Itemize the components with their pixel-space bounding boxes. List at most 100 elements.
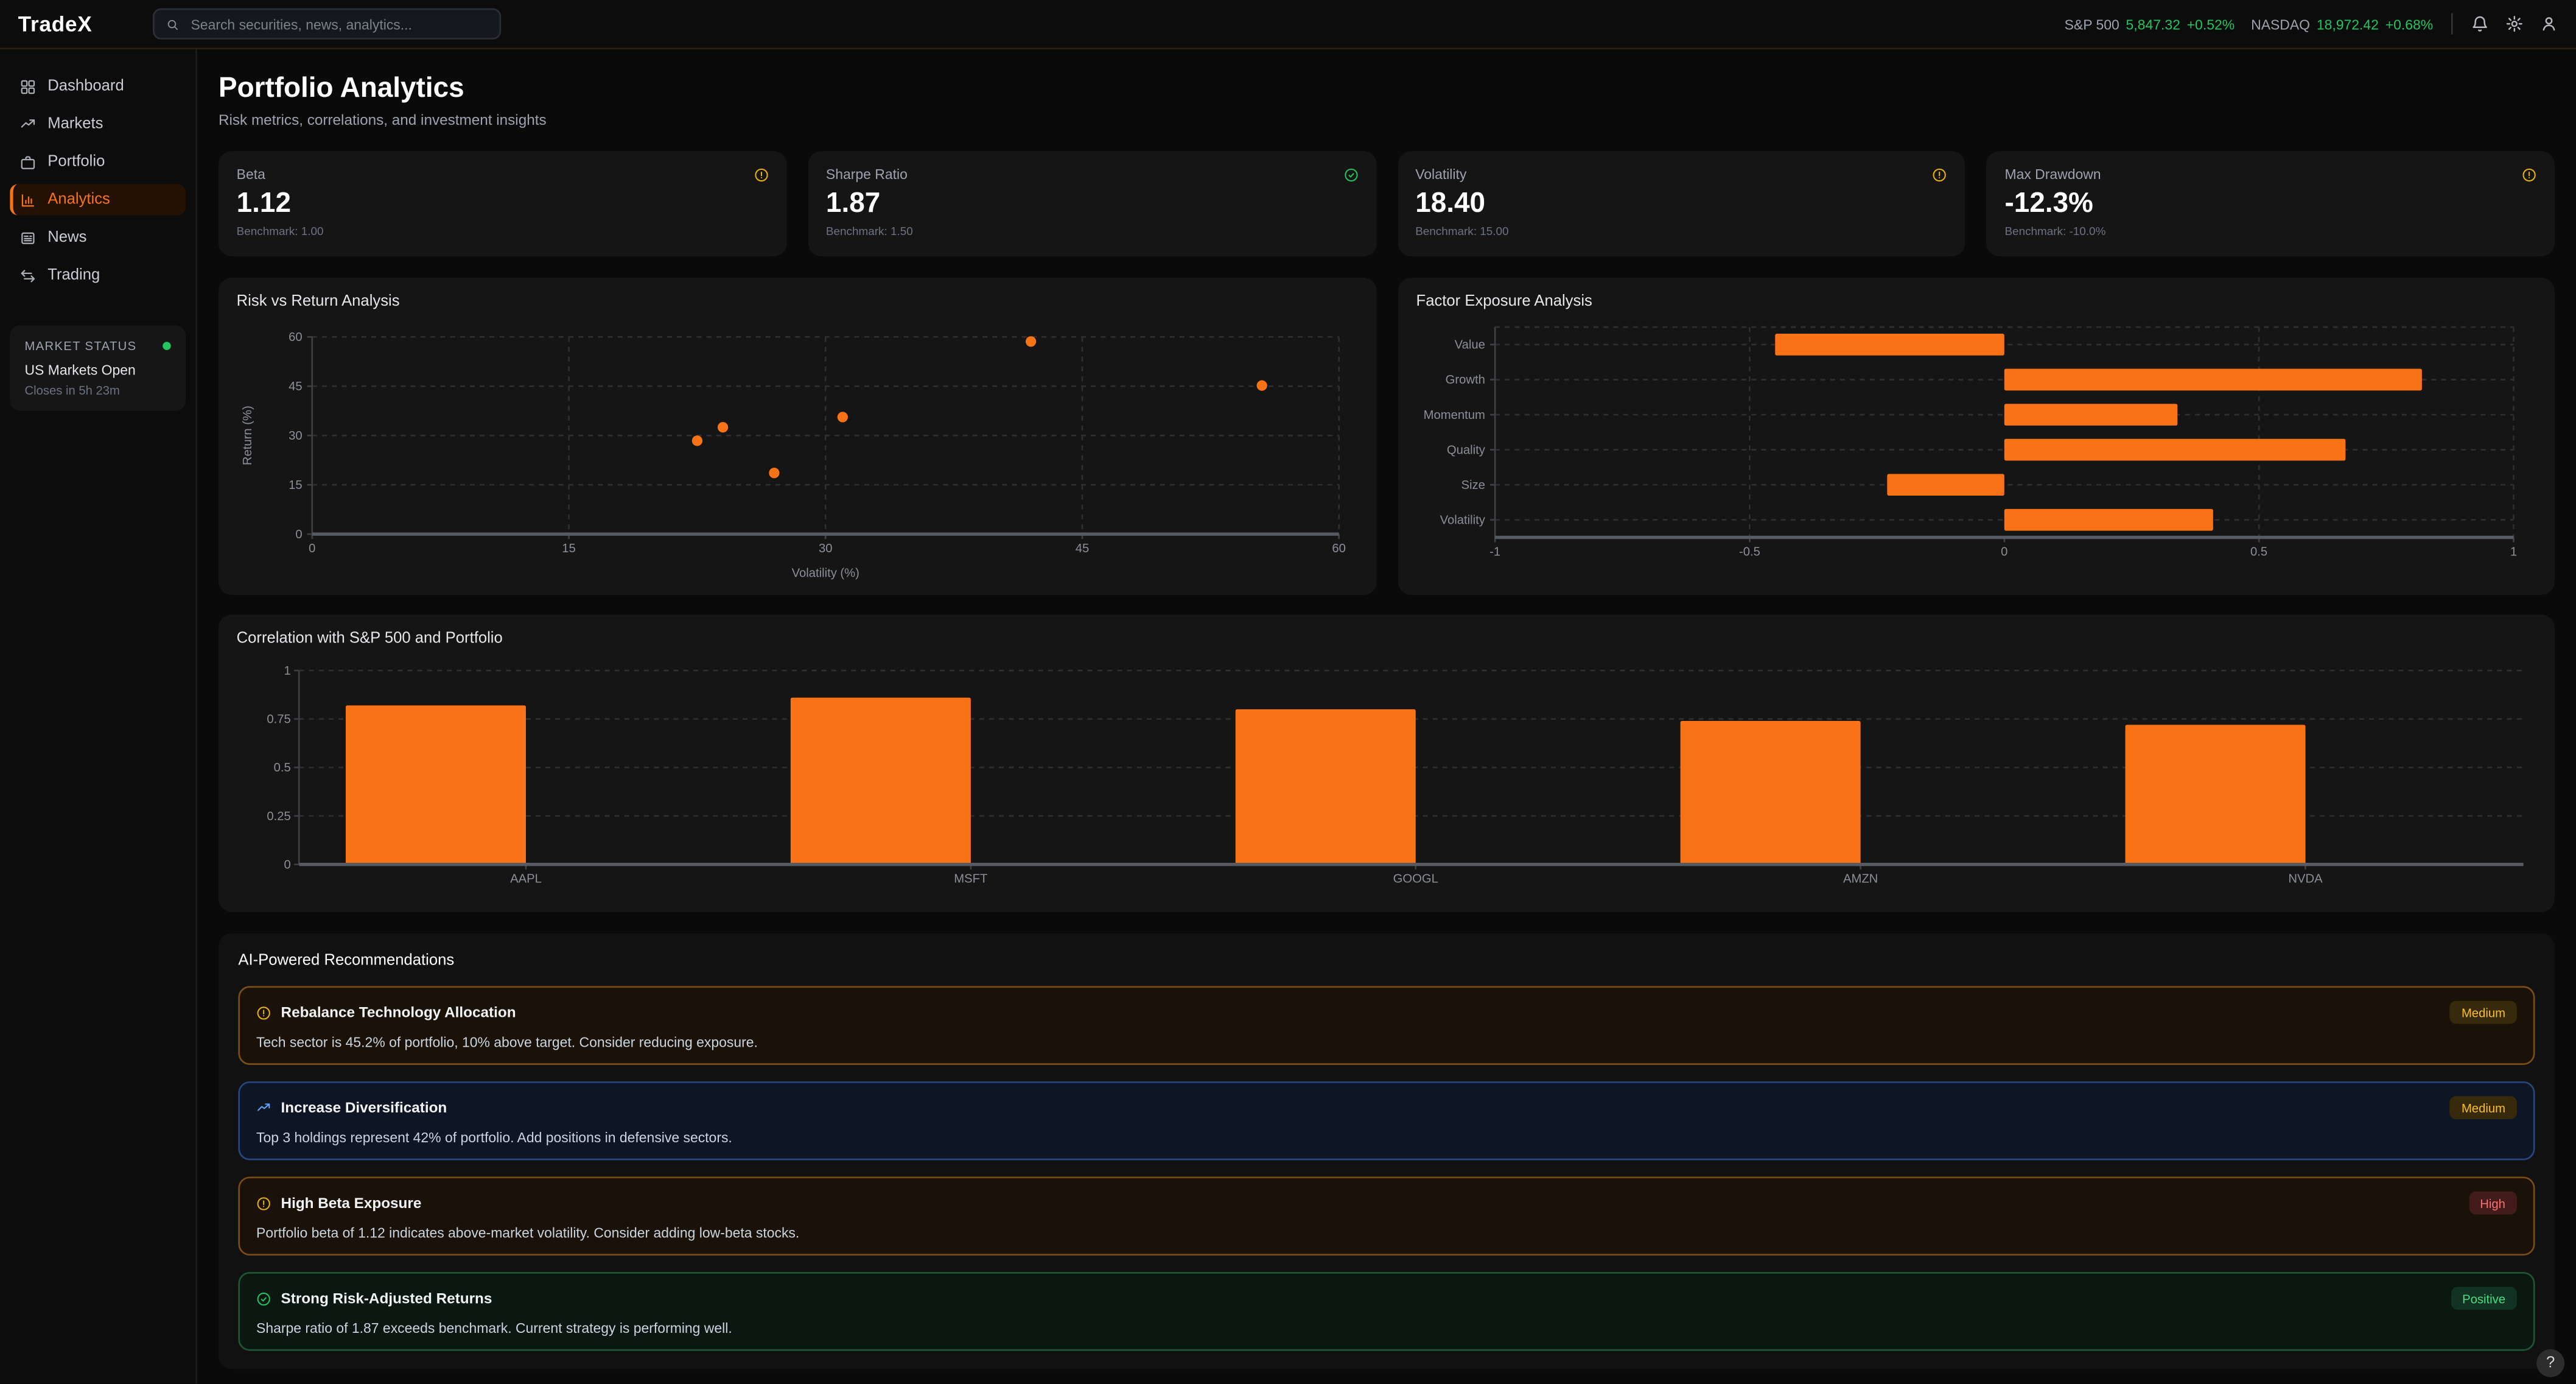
svg-text:Quality: Quality (1447, 443, 1486, 457)
dashboard-grid-icon (21, 79, 35, 93)
svg-text:0: 0 (295, 528, 302, 541)
sidebar-item-news[interactable]: News (10, 222, 186, 253)
sidebar-item-trading[interactable]: Trading (10, 259, 186, 290)
market-status-title: MARKET STATUS (24, 338, 137, 354)
market-status-value: US Markets Open (24, 361, 136, 378)
sidebar-item-dashboard[interactable]: Dashboard (10, 71, 186, 102)
correlation-bar-chart: 0 0.25 0.5 0.75 1 AAPL MSFT GOOGL AMZN NVDA (237, 658, 2537, 897)
profile-button[interactable] (2540, 15, 2558, 33)
svg-text:Return (%): Return (%) (241, 406, 254, 465)
recommendation-rebalance: Rebalance Technology Allocation Medium T… (238, 986, 2535, 1065)
metric-benchmark: Benchmark: -10.0% (2004, 227, 2106, 239)
recommendation-description: Sharpe ratio of 1.87 exceeds benchmark. … (256, 1319, 732, 1337)
factor-exposure-bar-chart: -1 -0.5 0 0.5 1 Value Growth Momentum Quality Siz… (1416, 320, 2537, 580)
svg-text:0: 0 (309, 542, 315, 555)
metric-card-volatility: Volatility 18.40 Benchmark: 15.00 (1397, 151, 1965, 257)
metric-value: 18.40 (1415, 187, 1486, 219)
severity-badge: Positive (2451, 1287, 2517, 1310)
svg-text:Volatility (%): Volatility (%) (792, 566, 859, 580)
svg-text:Size: Size (1461, 479, 1485, 492)
svg-text:60: 60 (1332, 542, 1346, 555)
arrows-swap-icon (21, 269, 35, 282)
newspaper-icon (21, 231, 35, 244)
severity-badge: Medium (2450, 1096, 2517, 1120)
briefcase-icon (21, 155, 35, 169)
factor-exposure-chart-card: Factor Exposure Analysis -1 -0.5 0 0.5 1 Valu… (1398, 278, 2555, 595)
trending-up-icon (257, 1103, 270, 1111)
metric-benchmark: Benchmark: 1.00 (236, 227, 324, 239)
top-bar: TradeX S&P 500 5,847.32 +0.52% NASDAQ 18… (0, 0, 2576, 49)
settings-button[interactable] (2505, 15, 2524, 33)
recommendation-beta-exposure: High Beta Exposure High Portfolio beta o… (238, 1176, 2535, 1256)
severity-badge: High (2468, 1191, 2517, 1215)
metric-benchmark: Benchmark: 1.50 (825, 227, 913, 239)
sidebar-item-markets[interactable]: Markets (10, 108, 186, 139)
svg-text:Momentum: Momentum (1424, 409, 1485, 422)
recommendation-title: High Beta Exposure (281, 1195, 422, 1212)
app-logo: TradeX (18, 11, 93, 37)
bar-chart-icon (21, 193, 35, 206)
recommendation-diversification: Increase Diversification Medium Top 3 ho… (238, 1081, 2535, 1161)
metric-card-beta: Beta 1.12 Benchmark: 1.00 (218, 151, 787, 257)
svg-text:30: 30 (819, 542, 833, 555)
svg-text:45: 45 (289, 380, 303, 393)
svg-text:60: 60 (289, 331, 303, 344)
alert-circle-icon (754, 167, 768, 181)
svg-text:0.25: 0.25 (267, 810, 290, 823)
ticker-nasdaq: NASDAQ 18,972.42 +0.68% (2251, 16, 2433, 32)
metric-value: 1.12 (236, 187, 291, 219)
user-icon (2543, 17, 2555, 31)
svg-text:0.75: 0.75 (267, 713, 290, 726)
svg-text:0: 0 (2001, 545, 2007, 558)
metric-label: Beta (236, 166, 265, 183)
recommendation-risk-adjusted: Strong Risk-Adjusted Returns Positive Sh… (238, 1272, 2535, 1351)
svg-text:-0.5: -0.5 (1739, 545, 1760, 558)
svg-text:AMZN: AMZN (1843, 872, 1878, 885)
svg-text:0.5: 0.5 (274, 761, 291, 775)
alert-circle-icon (1933, 167, 1947, 181)
recommendation-description: Tech sector is 45.2% of portfolio, 10% a… (256, 1033, 758, 1050)
risk-return-scatter-chart: 0 15 30 45 60 0 15 30 45 60 Volatility (%) Return (… (237, 320, 1359, 580)
charts-row: Risk vs Return Analysis 0 15 30 45 60 0 15 30 45… (218, 278, 2555, 595)
recommendations-title: AI-Powered Recommendations (238, 951, 455, 970)
metric-value: -12.3% (2004, 187, 2093, 219)
notifications-button[interactable] (2471, 15, 2489, 33)
check-circle-icon (1343, 167, 1357, 181)
svg-text:Value: Value (1455, 339, 1485, 352)
sidebar-item-analytics[interactable]: Analytics (10, 184, 186, 216)
svg-text:0.5: 0.5 (2250, 545, 2267, 558)
market-status-detail: Closes in 5h 23m (24, 382, 120, 398)
metric-label: Volatility (1415, 166, 1467, 183)
recommendation-description: Portfolio beta of 1.12 indicates above-m… (256, 1224, 800, 1241)
search-input[interactable] (187, 13, 489, 34)
severity-badge: Medium (2450, 1000, 2517, 1024)
svg-text:NVDA: NVDA (2288, 872, 2323, 885)
topbar-right: S&P 500 5,847.32 +0.52% NASDAQ 18,972.42… (2065, 13, 2558, 35)
metric-label: Max Drawdown (2004, 166, 2101, 183)
correlation-chart-card: Correlation with S&P 500 and Portfolio 0… (218, 614, 2555, 912)
metric-card-sharpe: Sharpe Ratio 1.87 Benchmark: 1.50 (808, 151, 1376, 257)
metric-cards-row: Beta 1.12 Benchmark: 1.00 Sharpe Ratio 1… (218, 151, 2555, 257)
ticker-value: 5,847.32 (2126, 15, 2180, 32)
alert-circle-icon (2522, 167, 2536, 181)
sidebar-item-label: Analytics (47, 191, 110, 209)
main-content: Portfolio Analytics Risk metrics, correl… (197, 49, 2576, 1384)
chart-title: Factor Exposure Analysis (1416, 292, 1592, 311)
recommendation-description: Top 3 holdings represent 42% of portfoli… (256, 1129, 732, 1146)
ticker-change: +0.68% (2385, 15, 2434, 32)
svg-text:15: 15 (289, 479, 303, 492)
help-label: ? (2546, 1354, 2555, 1372)
alert-circle-icon (257, 1196, 270, 1210)
market-status-card: MARKET STATUS US Markets Open Closes in … (10, 325, 186, 411)
help-button[interactable]: ? (2536, 1349, 2565, 1377)
sidebar-item-portfolio[interactable]: Portfolio (10, 146, 186, 177)
sidebar-item-label: Trading (47, 266, 100, 284)
chart-title: Risk vs Return Analysis (236, 292, 400, 311)
ticker-label: S&P 500 (2064, 15, 2119, 32)
trending-up-icon (21, 118, 35, 127)
svg-text:AAPL: AAPL (510, 872, 542, 885)
search-box[interactable] (153, 8, 502, 40)
page-title: Portfolio Analytics (218, 72, 464, 104)
svg-text:30: 30 (289, 429, 303, 443)
